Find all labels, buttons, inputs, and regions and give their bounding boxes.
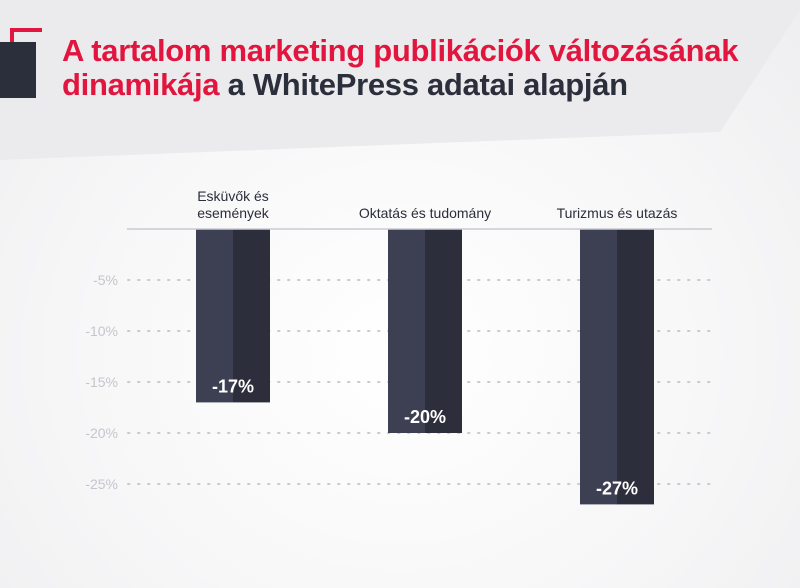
- chart-title: A tartalom marketing publikációk változá…: [62, 34, 762, 102]
- y-tick-label: -25%: [85, 476, 118, 492]
- title-dark-part: a WhitePress adatai alapján: [219, 67, 629, 102]
- y-tick-label: -10%: [85, 323, 118, 339]
- bar-left-face: [196, 229, 233, 403]
- bar-left-face: [388, 229, 425, 433]
- title-accent-word: dinamikája: [62, 67, 220, 102]
- y-tick-label: -15%: [85, 374, 118, 390]
- bar-right-face: [233, 229, 270, 403]
- category-label: Turizmus és utazás: [557, 205, 678, 221]
- bar-layer: [196, 229, 654, 505]
- bar-value-label: -17%: [212, 376, 254, 396]
- header-background: [0, 0, 800, 160]
- category-label: Esküvők és események: [197, 188, 270, 221]
- label-layer: -5% -10% -15% -20% -25% -17% -20% -27% Esküvők é…: [85, 188, 677, 498]
- bar-left-face: [580, 229, 617, 505]
- category-label: Oktatás és tudomány: [359, 205, 491, 221]
- bar-right-face: [617, 229, 654, 505]
- y-tick-label: -20%: [85, 425, 118, 441]
- bar-right-face: [425, 229, 462, 433]
- bar-value-label: -20%: [404, 407, 446, 427]
- bar-value-label: -27%: [596, 478, 638, 498]
- brand-logo-mark: [0, 28, 42, 98]
- y-tick-label: -5%: [93, 272, 118, 288]
- title-accent-line-1: A tartalom marketing publikációk változá…: [62, 33, 739, 68]
